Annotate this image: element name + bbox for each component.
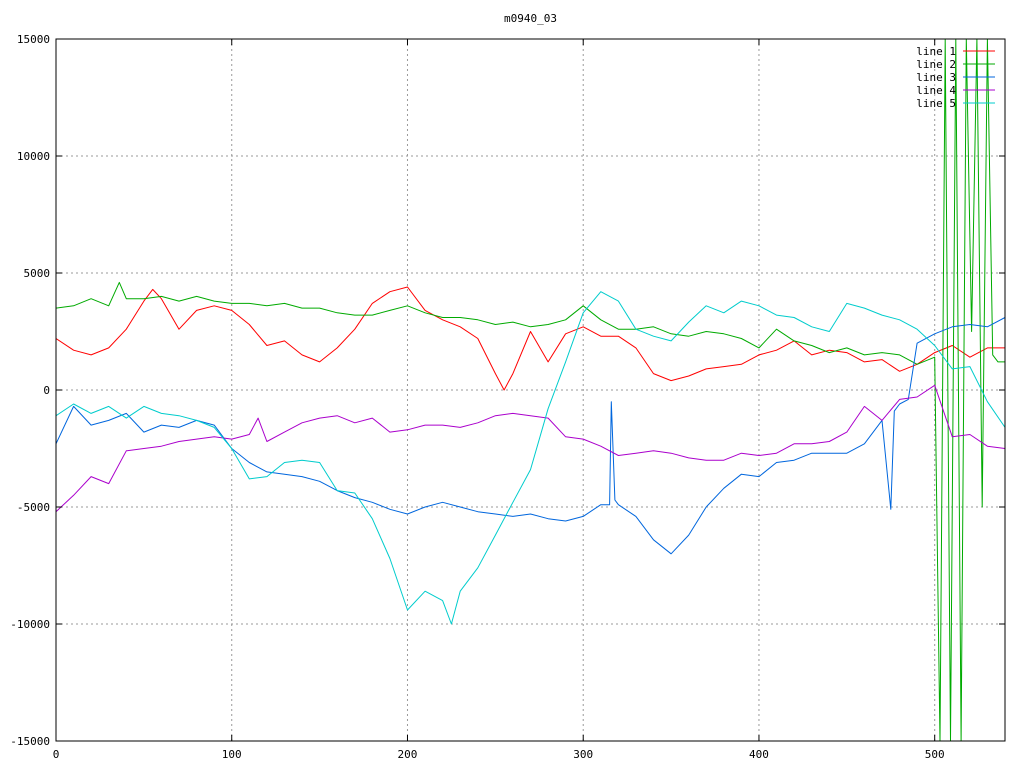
legend-label: line 4 (916, 84, 956, 97)
x-tick-label: 100 (222, 748, 242, 761)
axes: 0 100 200 300 400 500 -15000 -10000 -5000 0 5000 10… (10, 33, 1005, 761)
legend-label: line 5 (916, 97, 956, 110)
series-line-5 (56, 291, 1005, 625)
x-tick-label: 200 (398, 748, 418, 761)
legend-label: line 2 (916, 58, 956, 71)
y-tick-label: -5000 (17, 501, 50, 514)
legend-label: line 3 (916, 71, 956, 84)
y-tick-label: 15000 (17, 33, 50, 46)
y-tick-label: 10000 (17, 150, 50, 163)
series-line-1 (56, 286, 1005, 391)
series-line-2 (56, 39, 1005, 741)
x-tick-label: 500 (925, 748, 945, 761)
y-tick-label: -15000 (10, 735, 50, 748)
y-tick-label: 5000 (24, 267, 51, 280)
x-tick-label: 400 (749, 748, 769, 761)
y-tick-label: -10000 (10, 618, 50, 631)
x-tick-label: 0 (53, 748, 60, 761)
chart-title: m0940_03 (504, 12, 557, 25)
series-layer (56, 39, 1005, 741)
legend-label: line 1 (916, 45, 956, 58)
y-tick-label: 0 (43, 384, 50, 397)
series-line-4 (56, 384, 1005, 513)
x-tick-label: 300 (573, 748, 593, 761)
